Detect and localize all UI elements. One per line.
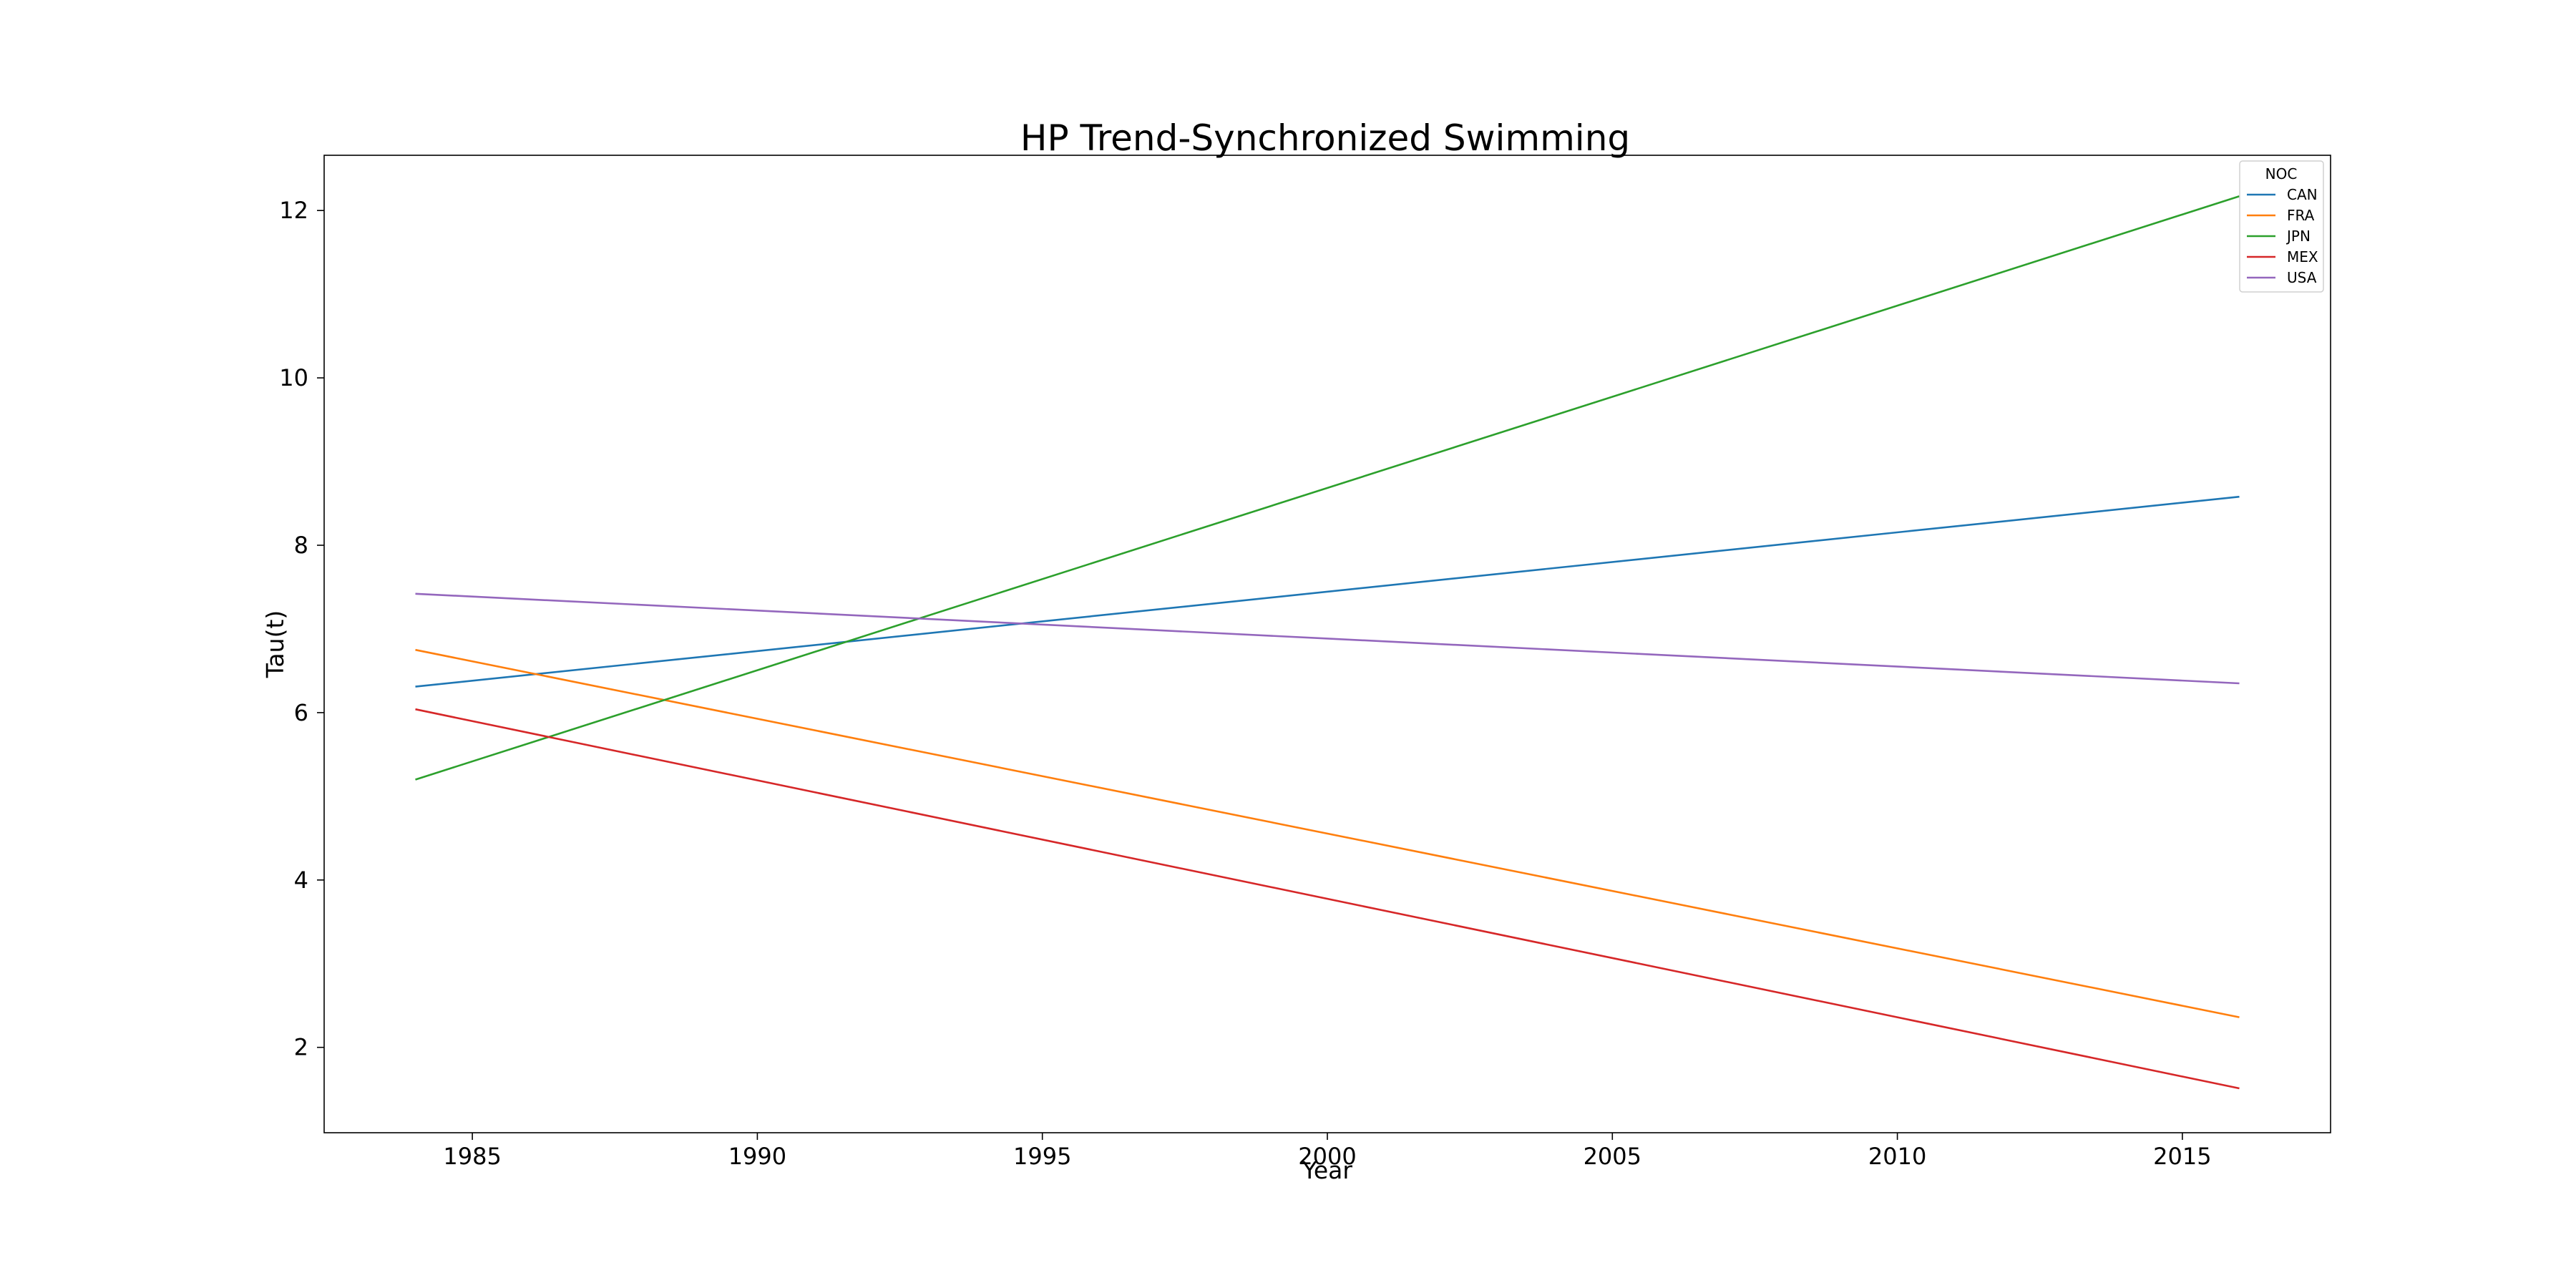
y-axis: 2 4 6 8 10 12 xyxy=(279,197,324,1061)
x-tick-label: 2005 xyxy=(1584,1143,1641,1170)
series-layer xyxy=(415,195,2240,1090)
legend-label-jpn: JPN xyxy=(2285,228,2311,245)
legend-title: NOC xyxy=(2265,165,2298,182)
y-tick-label: 6 xyxy=(294,699,308,726)
x-tick-label: 2010 xyxy=(1868,1143,1926,1170)
x-tick-label: 1985 xyxy=(443,1143,501,1170)
chart-title: HP Trend-Synchronized Swimming xyxy=(1020,117,1630,159)
series-line-fra xyxy=(415,648,2240,1018)
y-tick-label: 8 xyxy=(294,532,308,559)
legend-label-can: CAN xyxy=(2287,186,2318,203)
legend: NOC CAN FRA JPN MEX USA xyxy=(2239,160,2324,293)
series-line-usa xyxy=(415,592,2240,685)
x-tick-label: 2000 xyxy=(1298,1143,1356,1170)
legend-label-fra: FRA xyxy=(2287,207,2315,224)
series-line-mex xyxy=(415,708,2240,1090)
legend-label-usa: USA xyxy=(2287,269,2317,286)
x-tick-label: 2015 xyxy=(2153,1143,2211,1170)
x-axis-label: Year xyxy=(1302,1156,1352,1184)
y-axis-label: Tau(t) xyxy=(261,610,289,679)
legend-label-mex: MEX xyxy=(2287,248,2318,265)
x-tick-label: 1990 xyxy=(728,1143,786,1170)
legend-entries: CAN FRA JPN MEX USA xyxy=(2247,186,2318,286)
x-tick-label: 1995 xyxy=(1013,1143,1071,1170)
series-line-jpn xyxy=(415,195,2240,781)
series-line-can xyxy=(415,495,2240,688)
y-tick-label: 2 xyxy=(294,1034,308,1061)
y-tick-label: 12 xyxy=(279,197,308,224)
y-tick-label: 10 xyxy=(279,364,308,391)
y-tick-label: 4 xyxy=(294,867,308,894)
x-axis: 1985 1990 1995 2000 2005 2010 2015 xyxy=(443,1133,2212,1170)
